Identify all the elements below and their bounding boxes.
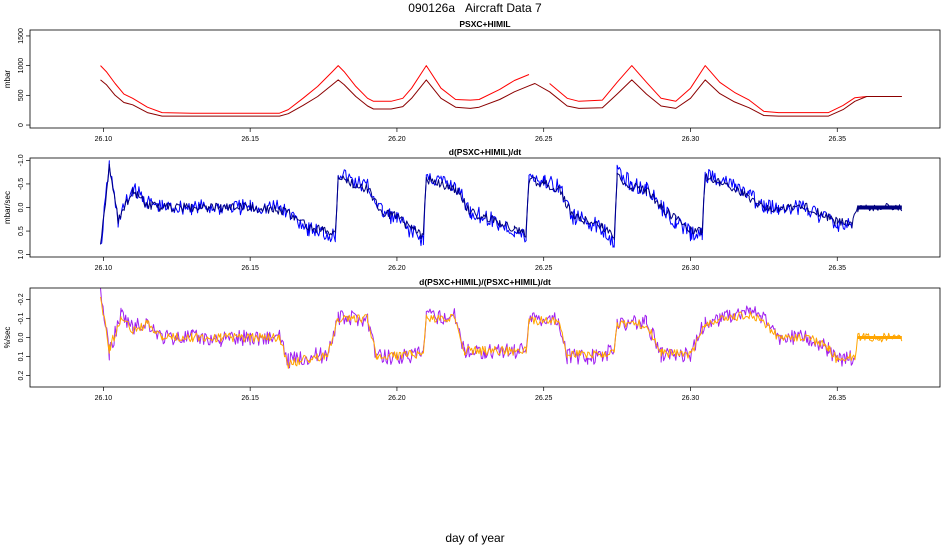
x-tick-label: 26.20 — [388, 136, 406, 143]
figure-title-text: Aircraft Data 7 — [465, 1, 542, 15]
x-tick-label: 26.35 — [828, 395, 846, 402]
x-tick-label: 26.35 — [828, 136, 846, 143]
y-tick-label: 1.0 — [18, 250, 25, 260]
figure-title-id: 090126a — [408, 1, 455, 15]
x-tick-label: 26.15 — [241, 395, 259, 402]
x-tick-label: 26.20 — [388, 265, 406, 272]
x-tick-label: 26.30 — [682, 136, 700, 143]
plot-frame — [29, 287, 941, 388]
y-tick-label: 0 — [18, 123, 25, 127]
plot-frame — [29, 157, 941, 258]
chart-panel-1: PSXC+HIMIL mbar 26.10 26.15 26.20 26.25 26.30 2… — [3, 19, 941, 143]
y-axis-label: mbar — [3, 70, 12, 89]
y-tick-label: 0.1 — [18, 352, 25, 362]
y-tick-label: -0.2 — [18, 293, 25, 305]
y-tick-label: 1000 — [18, 58, 25, 74]
y-tick-label: 1500 — [18, 28, 25, 44]
x-tick-label: 26.35 — [828, 265, 846, 272]
y-tick-label: 0.5 — [18, 226, 25, 236]
y-tick-label: 0.2 — [18, 371, 25, 381]
plot-frame — [29, 29, 941, 129]
x-tick-label: 26.20 — [388, 395, 406, 402]
series-line-2 — [100, 163, 903, 245]
series-line-1 — [100, 288, 856, 369]
y-axis-label: mbar/sec — [3, 191, 12, 224]
y-tick-label: -1.0 — [18, 154, 25, 166]
y-tick-label: 0.0 — [18, 333, 25, 343]
chart-panel-3: d(PSXC+HIMIL)/(PSXC+HIMIL)/dt %/sec 26.10 2… — [3, 277, 941, 402]
y-tick-label: -0.5 — [18, 178, 25, 190]
panel-title: PSXC+HIMIL — [459, 19, 510, 29]
x-tick-label: 26.10 — [95, 395, 113, 402]
x-axis-label: day of year — [445, 531, 504, 545]
x-tick-label: 26.30 — [682, 265, 700, 272]
x-tick-label: 26.25 — [535, 136, 553, 143]
series-group — [100, 288, 903, 369]
x-tick-label: 26.10 — [95, 265, 113, 272]
y-tick-label: 500 — [18, 89, 25, 101]
y-tick-label: 0.0 — [18, 203, 25, 213]
x-tick-label: 26.30 — [682, 395, 700, 402]
chart-panels: PSXC+HIMIL mbar 26.10 26.15 26.20 26.25 26.30 2… — [3, 19, 941, 402]
series-group — [100, 65, 902, 117]
panel-title: d(PSXC+HIMIL)/dt — [449, 147, 522, 157]
y-axis-label: %/sec — [3, 327, 12, 349]
x-tick-label: 26.10 — [95, 136, 113, 143]
series-line-1 — [100, 65, 902, 114]
chart-panel-2: d(PSXC+HIMIL)/dt mbar/sec 26.10 26.15 26.20 2… — [3, 147, 941, 272]
series-line-2 — [100, 296, 903, 369]
figure-title: 090126a Aircraft Data 7 — [408, 1, 542, 15]
x-tick-label: 26.15 — [241, 136, 259, 143]
panel-title: d(PSXC+HIMIL)/(PSXC+HIMIL)/dt — [419, 277, 551, 287]
series-group — [100, 160, 903, 248]
series-line-2 — [100, 79, 902, 117]
x-tick-label: 26.25 — [535, 265, 553, 272]
series-line-1 — [100, 160, 853, 248]
x-tick-label: 26.25 — [535, 395, 553, 402]
y-tick-label: -0.1 — [18, 312, 25, 324]
x-tick-label: 26.15 — [241, 265, 259, 272]
